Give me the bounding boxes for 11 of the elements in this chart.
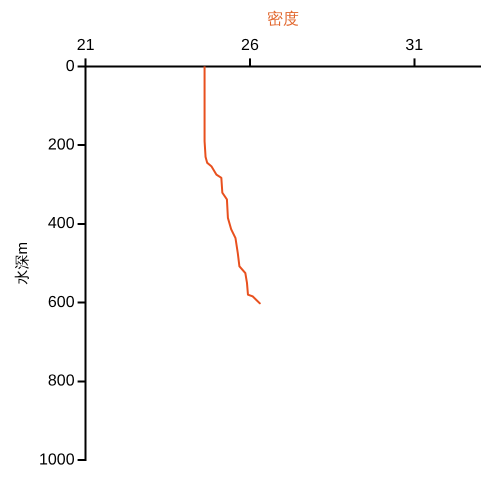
x-tick-label: 31	[405, 37, 424, 54]
x-axis-title: 密度	[266, 10, 299, 28]
y-tick-label: 200	[48, 136, 75, 154]
y-tick-label: 600	[48, 294, 75, 311]
x-tick-label: 21	[76, 37, 95, 54]
y-tick-label: 800	[48, 372, 75, 390]
x-tick-label: 26	[241, 37, 259, 54]
y-tick-label: 0	[66, 58, 75, 75]
y-tick-label: 1000	[39, 451, 75, 468]
y-tick-label: 400	[48, 215, 75, 232]
y-axis-title: 水深m	[14, 242, 32, 284]
